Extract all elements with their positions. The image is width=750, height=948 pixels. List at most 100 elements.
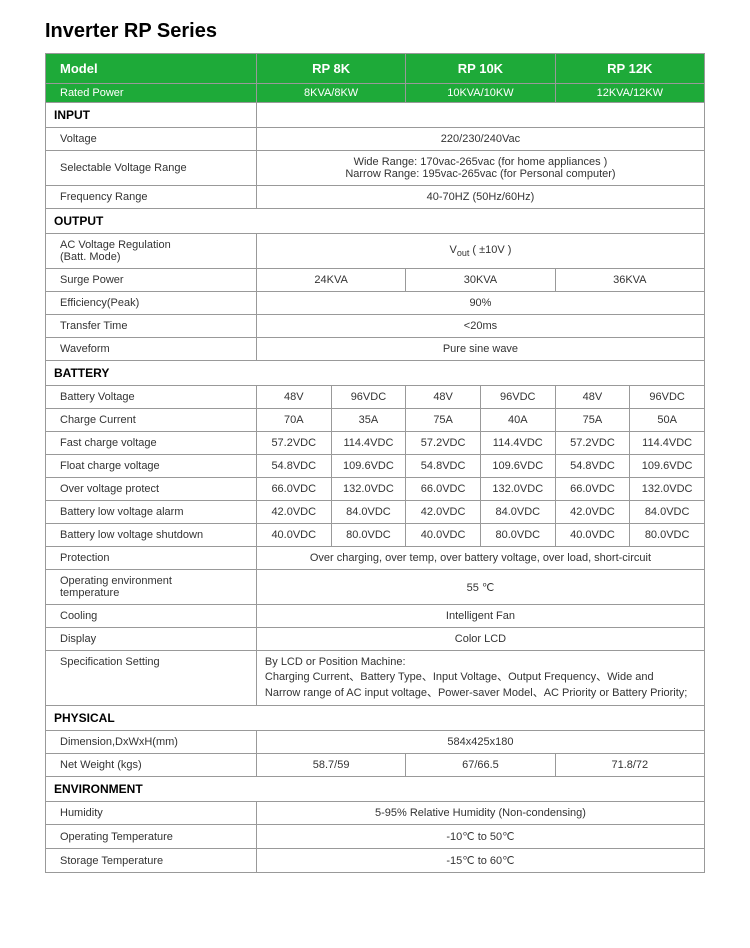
svr-label: Selectable Voltage Range [46,151,257,186]
fcv-0: 57.2VDC [256,432,331,455]
cool-label: Cooling [46,605,257,628]
model-header: Model [46,54,257,84]
ovp-2: 66.0VDC [406,478,481,501]
rated-power-label: Rated Power [46,84,257,103]
surge-10k: 30KVA [406,269,555,292]
cc-0: 70A [256,409,331,432]
fcv-4: 57.2VDC [555,432,630,455]
ovp-0: 66.0VDC [256,478,331,501]
bla-3: 84.0VDC [480,501,555,524]
bls-0: 40.0VDC [256,524,331,547]
nw-10k: 67/66.5 [406,754,555,777]
fcv-2: 57.2VDC [406,432,481,455]
flv-label: Float charge voltage [46,455,257,478]
bv-5: 96VDC [630,386,705,409]
ovp-4: 66.0VDC [555,478,630,501]
header-row: Model RP 8K RP 10K RP 12K [46,54,705,84]
fcv-label: Fast charge voltage [46,432,257,455]
tt-label: Transfer Time [46,315,257,338]
ovp-1: 132.0VDC [331,478,406,501]
bv-4: 48V [555,386,630,409]
bls-1: 80.0VDC [331,524,406,547]
wave-value: Pure sine wave [256,338,704,361]
prot-value: Over charging, over temp, over battery v… [256,547,704,570]
page-title: Inverter RP Series [45,20,705,43]
flv-5: 109.6VDC [630,455,705,478]
section-physical: PHYSICAL [46,706,705,731]
bv-3: 96VDC [480,386,555,409]
cc-1: 35A [331,409,406,432]
ovp-label: Over voltage protect [46,478,257,501]
oet-label: Operating environmenttemperature [46,570,257,605]
disp-value: Color LCD [256,628,704,651]
wave-label: Waveform [46,338,257,361]
prot-label: Protection [46,547,257,570]
acvr-value: Vout ( ±10V ) [256,234,704,269]
cool-value: Intelligent Fan [256,605,704,628]
bls-2: 40.0VDC [406,524,481,547]
eff-value: 90% [256,292,704,315]
col-rp10k: RP 10K [406,54,555,84]
dim-value: 584x425x180 [256,731,704,754]
fcv-5: 114.4VDC [630,432,705,455]
section-output: OUTPUT [46,209,705,234]
col-rp12k: RP 12K [555,54,704,84]
ot-label: Operating Temperature [46,825,257,849]
nw-label: Net Weight (kgs) [46,754,257,777]
bv-2: 48V [406,386,481,409]
st-label: Storage Temperature [46,849,257,873]
surge-12k: 36KVA [555,269,704,292]
cc-label: Charge Current [46,409,257,432]
bla-2: 42.0VDC [406,501,481,524]
rated-power-10k: 10KVA/10KW [406,84,555,103]
col-rp8k: RP 8K [256,54,405,84]
ovp-3: 132.0VDC [480,478,555,501]
ovp-5: 132.0VDC [630,478,705,501]
oet-value: 55 ℃ [256,570,704,605]
tt-value: <20ms [256,315,704,338]
flv-0: 54.8VDC [256,455,331,478]
bv-label: Battery Voltage [46,386,257,409]
spec-label: Specification Setting [46,651,257,706]
flv-1: 109.6VDC [331,455,406,478]
rated-power-row: Rated Power 8KVA/8KW 10KVA/10KW 12KVA/12… [46,84,705,103]
freq-label: Frequency Range [46,186,257,209]
rated-power-12k: 12KVA/12KW [555,84,704,103]
bla-0: 42.0VDC [256,501,331,524]
bls-5: 80.0VDC [630,524,705,547]
disp-label: Display [46,628,257,651]
hum-value: 5-95% Relative Humidity (Non-condensing) [256,802,704,825]
surge-8k: 24KVA [256,269,405,292]
flv-2: 54.8VDC [406,455,481,478]
freq-value: 40-70HZ (50Hz/60Hz) [256,186,704,209]
cc-5: 50A [630,409,705,432]
bla-5: 84.0VDC [630,501,705,524]
bla-1: 84.0VDC [331,501,406,524]
flv-3: 109.6VDC [480,455,555,478]
dim-label: Dimension,DxWxH(mm) [46,731,257,754]
fcv-3: 114.4VDC [480,432,555,455]
bls-3: 80.0VDC [480,524,555,547]
nw-8k: 58.7/59 [256,754,405,777]
svr-value: Wide Range: 170vac-265vac (for home appl… [256,151,704,186]
voltage-label: Voltage [46,128,257,151]
cc-2: 75A [406,409,481,432]
st-value: -15℃ to 60℃ [256,849,704,873]
bla-4: 42.0VDC [555,501,630,524]
spec-value: By LCD or Position Machine:Charging Curr… [256,651,704,706]
cc-3: 40A [480,409,555,432]
bls-label: Battery low voltage shutdown [46,524,257,547]
bv-1: 96VDC [331,386,406,409]
bv-0: 48V [256,386,331,409]
cc-4: 75A [555,409,630,432]
section-input: INPUT [46,103,257,128]
bla-label: Battery low voltage alarm [46,501,257,524]
eff-label: Efficiency(Peak) [46,292,257,315]
fcv-1: 114.4VDC [331,432,406,455]
bls-4: 40.0VDC [555,524,630,547]
spec-table: Model RP 8K RP 10K RP 12K Rated Power 8K… [45,53,705,873]
rated-power-8k: 8KVA/8KW [256,84,405,103]
flv-4: 54.8VDC [555,455,630,478]
hum-label: Humidity [46,802,257,825]
section-environment: ENVIRONMENT [46,777,705,802]
